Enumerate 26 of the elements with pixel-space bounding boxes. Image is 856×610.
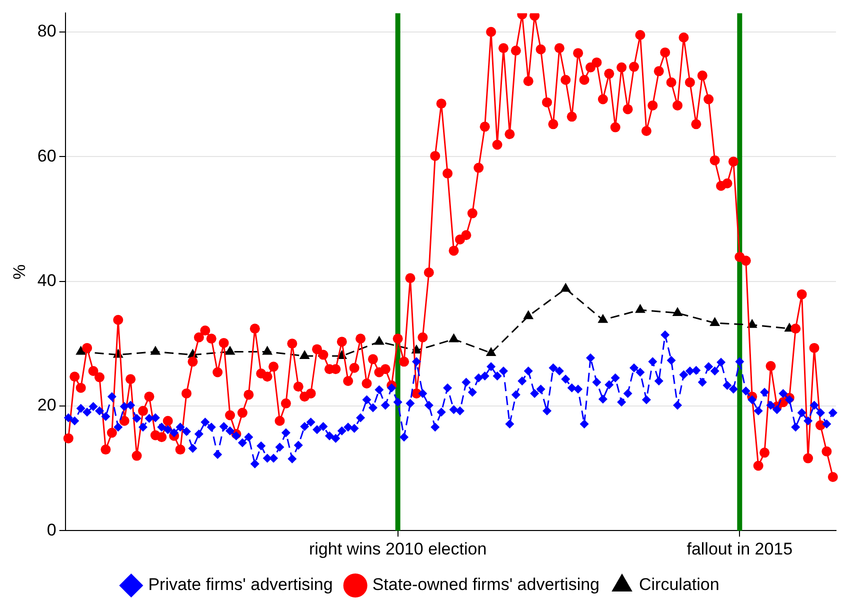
- point: [374, 336, 384, 345]
- y-tick-label: 20: [37, 396, 56, 415]
- point: [262, 346, 272, 355]
- y-tick-label: 60: [37, 146, 56, 166]
- x-tick-label: fallout in 2015: [686, 539, 793, 558]
- point: [523, 310, 534, 320]
- y-axis-title: %: [10, 264, 29, 280]
- legend-label: Circulation: [639, 575, 720, 594]
- y-tick-label: 80: [37, 22, 56, 41]
- point: [76, 346, 86, 355]
- point: [672, 307, 683, 316]
- point: [150, 346, 161, 355]
- legend-label: Private firms' advertising: [148, 575, 333, 594]
- point: [448, 333, 459, 342]
- point: [746, 318, 758, 328]
- point: [299, 350, 310, 360]
- point: [710, 317, 720, 326]
- point: [598, 314, 608, 323]
- point: [224, 346, 236, 355]
- point: [635, 304, 646, 313]
- point: [560, 282, 571, 292]
- y-tick-label: 40: [37, 270, 56, 290]
- point: [486, 346, 496, 356]
- y-tick-label: 0: [46, 520, 56, 540]
- legend-label: State-owned firms' advertising: [372, 575, 600, 594]
- x-tick-label: right wins 2010 election: [308, 539, 487, 558]
